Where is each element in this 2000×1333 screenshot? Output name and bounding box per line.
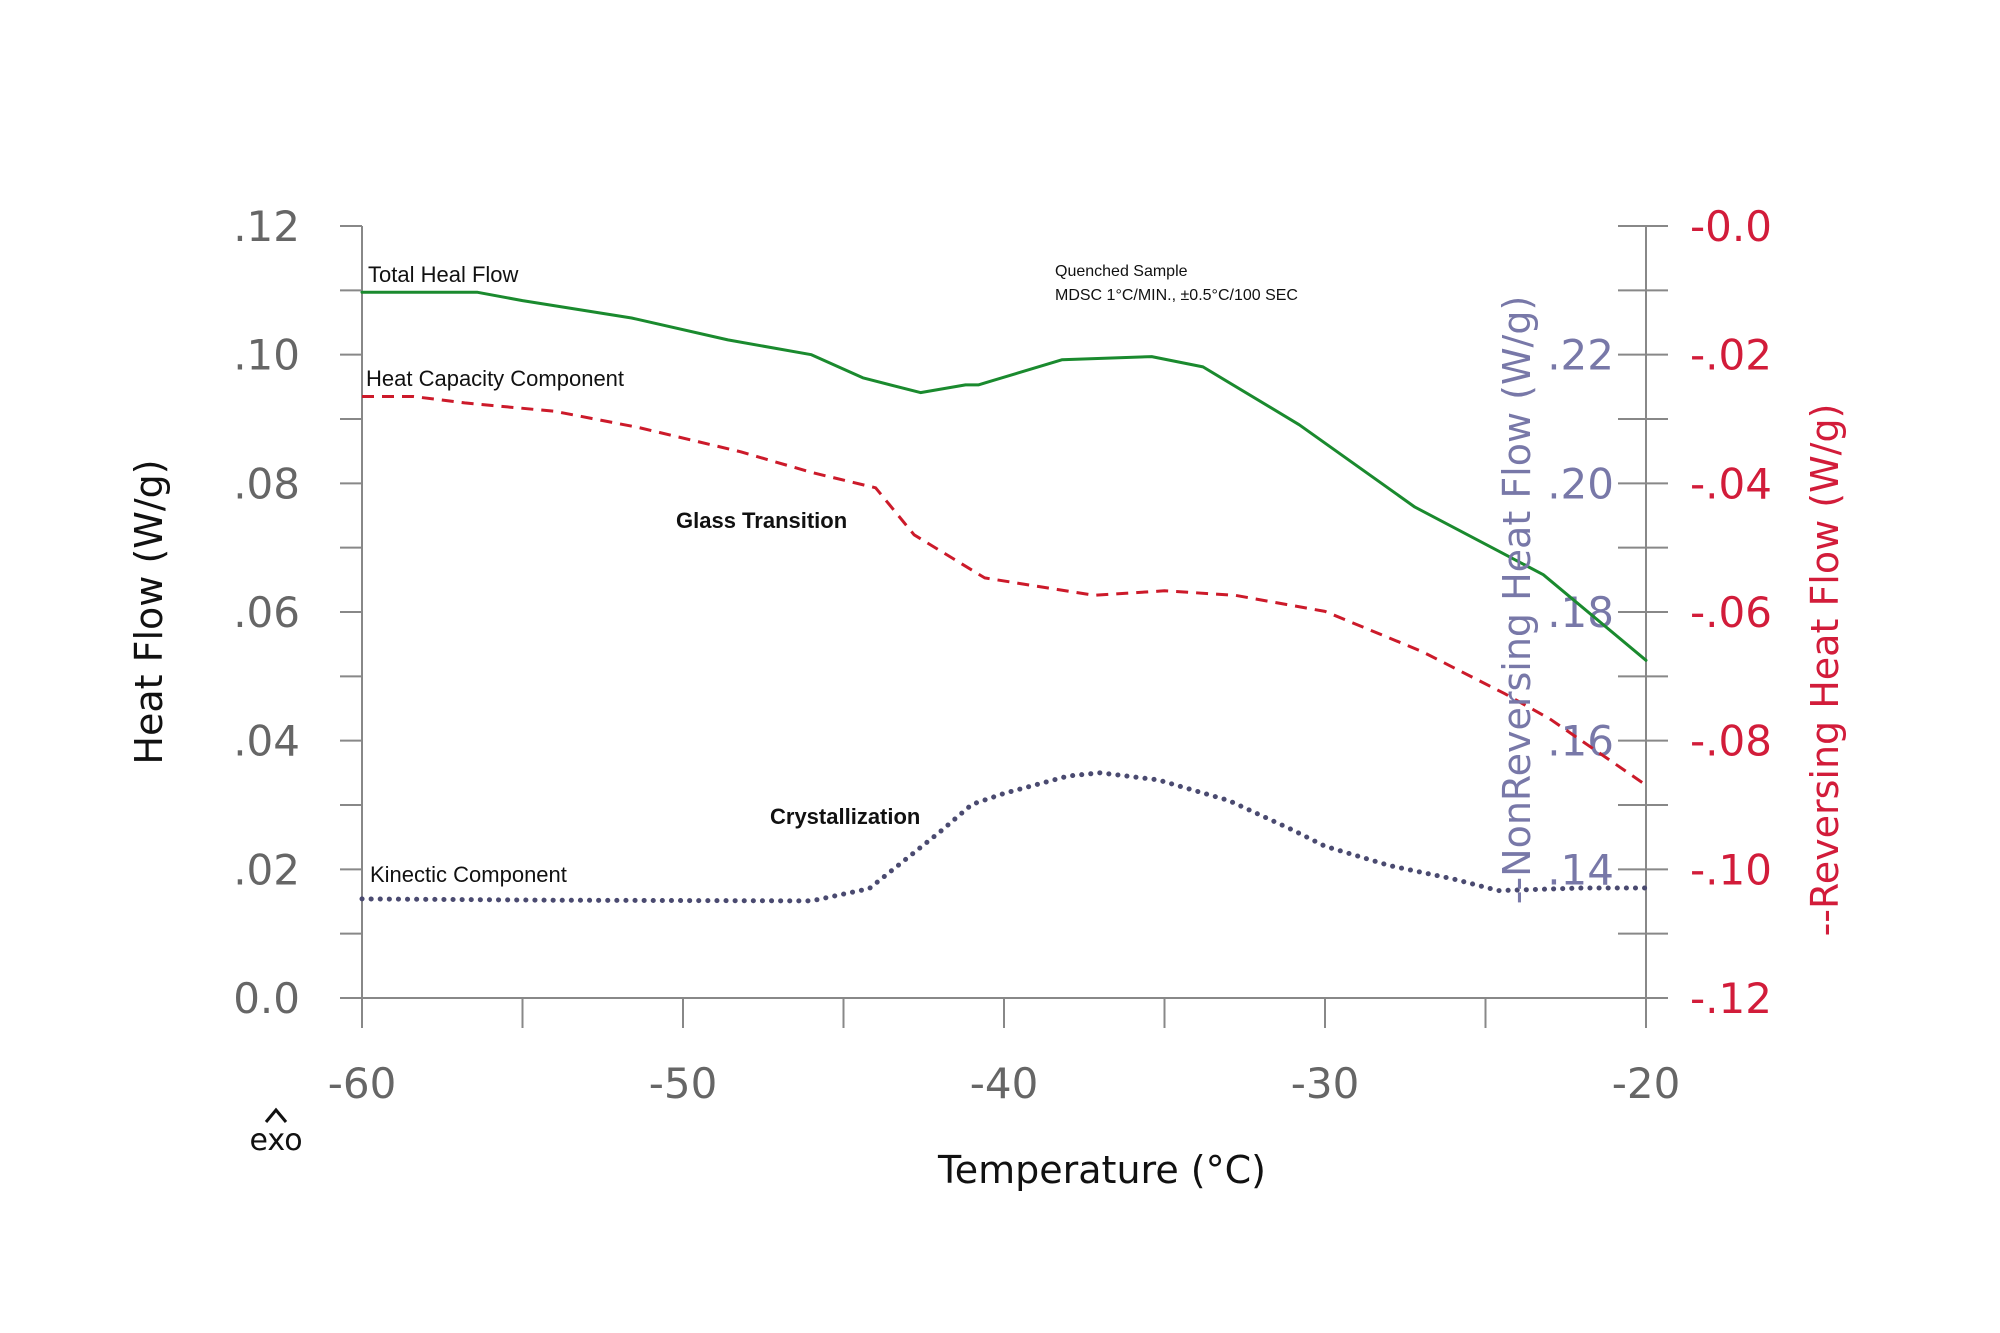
x-tick-labels: -60 -50 -40 -30 -20	[328, 1059, 1681, 1108]
reversing-tick-label: -0.0	[1690, 202, 1772, 251]
nonreversing-tick-label: .18	[1547, 588, 1614, 637]
x-tick-label: -50	[649, 1059, 718, 1108]
reversing-tick-label: -.10	[1690, 845, 1772, 894]
x-tick-label: -30	[1291, 1059, 1360, 1108]
left-tick-label: .10	[233, 331, 300, 380]
x-axis-title: Temperature (°C)	[937, 1148, 1266, 1192]
series-layer	[359, 290, 1649, 904]
total-heat-flow-label: Total Heal Flow	[368, 262, 519, 287]
caret-up-icon	[264, 1107, 288, 1123]
sample-note-line2: MDSC 1°C/MIN., ±0.5°C/100 SEC	[1055, 287, 1298, 304]
kinetic-component-line	[359, 770, 1649, 904]
x-tick-label: -20	[1612, 1059, 1681, 1108]
crystallization-label: Crystallization	[770, 804, 920, 829]
left-tick-label: .02	[233, 845, 300, 894]
bottom-tick-marks	[361, 998, 1647, 1028]
sample-note-line1: Quenched Sample	[1055, 263, 1188, 280]
reversing-tick-label: -.12	[1690, 974, 1772, 1023]
y-axis-title-nonreversing: --NonReversing Heat Flow (W/g)	[1495, 296, 1539, 905]
left-tick-label: .04	[233, 717, 300, 766]
reversing-tick-labels: -0.0 -.02 -.04 -.06 -.08 -.10 -.12	[1690, 202, 1772, 1023]
total-heat-flow-line	[360, 290, 1648, 662]
glass-transition-label: Glass Transition	[676, 508, 847, 533]
y-axis-title-left: Heat Flow (W/g)	[127, 459, 171, 764]
kinetic-component-label: Kinectic Component	[370, 862, 567, 887]
reversing-tick-label: -.04	[1690, 459, 1772, 508]
heat-capacity-line	[362, 395, 1647, 787]
left-tick-label: .08	[233, 459, 300, 508]
reversing-tick-label: -.06	[1690, 588, 1772, 637]
right-tick-marks	[1618, 225, 1668, 999]
x-tick-label: -60	[328, 1059, 397, 1108]
left-tick-marks	[340, 225, 362, 999]
nonreversing-tick-label: .20	[1547, 459, 1614, 508]
left-tick-label: .12	[233, 202, 300, 251]
left-tick-label: 0.0	[233, 974, 300, 1023]
exo-marker: exo	[249, 1107, 303, 1158]
left-tick-labels: .12 .10 .08 .06 .04 .02 0.0	[233, 202, 300, 1023]
reversing-tick-label: -.02	[1690, 331, 1772, 380]
nonreversing-tick-label: .22	[1547, 331, 1614, 380]
nonreversing-tick-labels: .22.20.18.16.14	[1547, 331, 1614, 895]
reversing-tick-label: -.08	[1690, 717, 1772, 766]
x-tick-label: -40	[970, 1059, 1039, 1108]
heat-capacity-label: Heat Capacity Component	[366, 366, 624, 391]
exo-label: exo	[249, 1123, 302, 1158]
y-axis-title-reversing: --Reversing Heat Flow (W/g)	[1803, 404, 1847, 937]
left-tick-label: .06	[233, 588, 300, 637]
